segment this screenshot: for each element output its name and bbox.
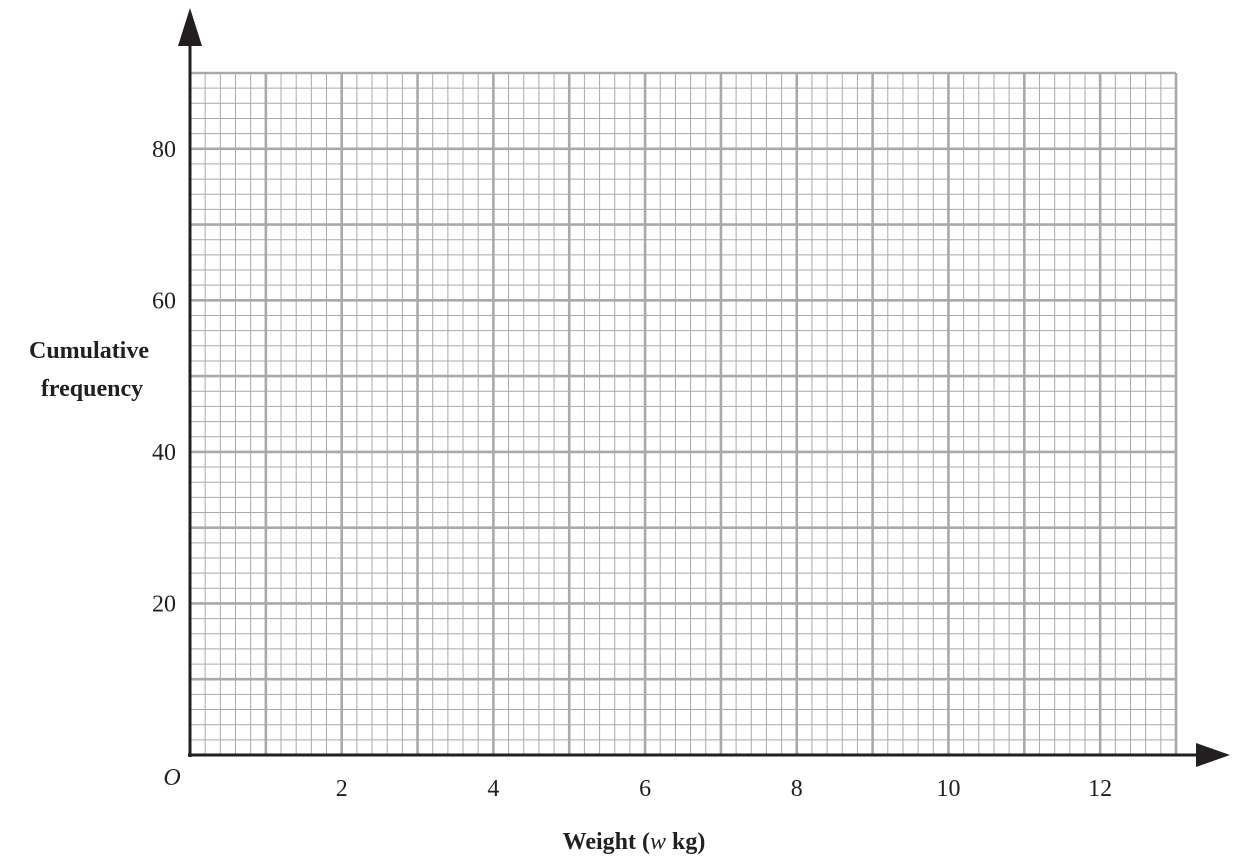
y-axis-title-line-1: Cumulative	[29, 338, 149, 364]
x-axis-title-prefix: Weight (	[563, 829, 650, 855]
y-axis-arrowhead	[178, 8, 202, 46]
x-axis-title-suffix: kg)	[666, 829, 705, 855]
x-tick-label: 2	[336, 776, 348, 802]
origin-label: O	[163, 765, 180, 791]
y-tick-label: 60	[152, 288, 176, 314]
x-axis-arrowhead	[1196, 743, 1230, 767]
x-axis-title-variable: w	[650, 829, 666, 855]
x-axis-title: Weight (w kg)	[563, 829, 706, 855]
x-tick-label: 12	[1088, 776, 1112, 802]
axes	[178, 8, 1230, 767]
y-tick-label: 40	[152, 440, 176, 466]
x-tick-label: 10	[936, 776, 960, 802]
y-tick-labels: 20 40 60 80	[152, 137, 176, 618]
y-axis-title-line-2: frequency	[41, 376, 143, 402]
grid-major-lines	[188, 71, 1178, 757]
y-tick-label: 20	[152, 591, 176, 617]
grid-minor-lines	[190, 73, 1176, 755]
x-tick-label: 4	[487, 776, 499, 802]
x-tick-label: 8	[791, 776, 803, 802]
y-axis-title: Cumulative frequency	[29, 338, 155, 402]
x-tick-labels: 2 4 6 8 10 12	[336, 776, 1112, 802]
y-tick-label: 80	[152, 137, 176, 163]
x-tick-label: 6	[639, 776, 651, 802]
